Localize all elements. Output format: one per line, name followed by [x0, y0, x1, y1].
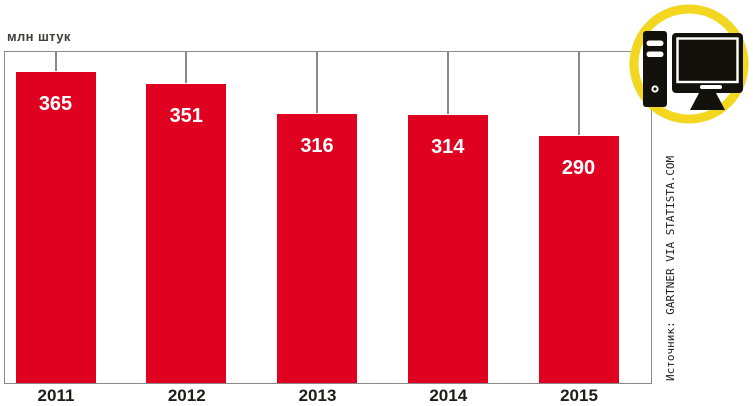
chart-title: млн штук	[7, 29, 71, 44]
x-axis-label: 2013	[298, 386, 337, 405]
bar-value-label: 365	[38, 93, 73, 115]
bar-value-label: 314	[431, 136, 465, 158]
bar-2011: 365	[15, 72, 96, 383]
gridline-stem	[446, 52, 449, 114]
bar-2013: 316	[277, 114, 357, 383]
bar-value-label: 316	[300, 135, 334, 157]
x-axis-label: 2015	[560, 386, 598, 405]
pc-tower-icon	[643, 31, 667, 107]
plot-area: 365 351 316 314 290	[4, 51, 652, 384]
desktop-computer-icon	[629, 4, 749, 124]
bar-2012: 351	[146, 84, 227, 383]
x-axis-label: 2012	[167, 386, 206, 405]
gridline-stem	[577, 52, 580, 135]
gridline-stem	[185, 52, 188, 83]
bar-value-label: 351	[169, 105, 203, 127]
x-axis-label: 2011	[37, 386, 75, 405]
monitor-icon	[672, 33, 743, 93]
gridline-stem	[316, 52, 318, 113]
x-axis-label: 2014	[429, 386, 468, 405]
bar-value-label: 290	[561, 157, 596, 179]
monitor-stand-icon	[690, 93, 725, 110]
gridline-stem	[54, 52, 57, 71]
source-attribution: Источник: GARTNER VIA STATISTA.COM	[664, 155, 677, 381]
bar-2015: 290	[538, 136, 619, 383]
bar-2014: 314	[407, 115, 488, 383]
